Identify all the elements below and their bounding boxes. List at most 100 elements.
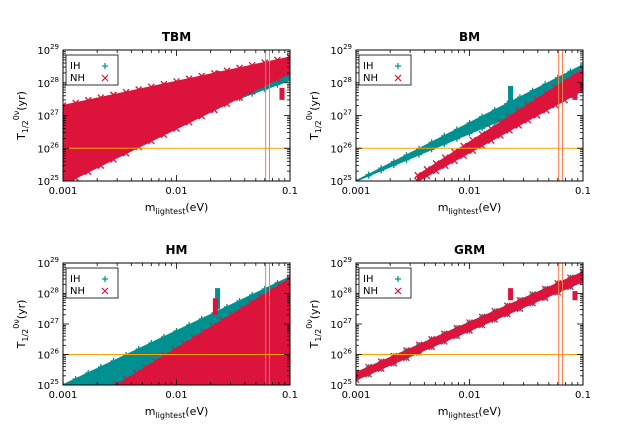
data-point bbox=[580, 61, 583, 68]
data-point bbox=[152, 357, 160, 365]
data-point bbox=[529, 291, 537, 299]
data-point bbox=[63, 102, 67, 110]
data-point bbox=[267, 287, 275, 295]
data-point bbox=[180, 381, 188, 385]
data-point bbox=[491, 107, 498, 114]
data-point bbox=[403, 152, 410, 159]
data-point bbox=[542, 81, 549, 88]
data-point bbox=[356, 376, 360, 384]
data-point bbox=[579, 268, 583, 276]
data-point bbox=[414, 171, 422, 179]
data-point bbox=[460, 152, 468, 160]
data-point bbox=[84, 168, 92, 176]
data-point bbox=[142, 381, 150, 385]
data-point bbox=[441, 141, 448, 148]
data-point bbox=[516, 94, 523, 101]
data-point bbox=[110, 357, 117, 364]
x-axis: 0.001 0.01 0.1 bbox=[342, 50, 591, 197]
data-point bbox=[516, 305, 524, 313]
legend-label-nh: NH bbox=[363, 286, 378, 297]
data-point bbox=[533, 95, 541, 103]
legend-marker-nh bbox=[101, 287, 109, 295]
y-axis-label: T1/20ν(yr) bbox=[305, 91, 323, 141]
legend-label-ih: IH bbox=[70, 274, 80, 285]
data-point bbox=[173, 77, 180, 85]
data-point bbox=[466, 327, 473, 334]
data-point bbox=[491, 119, 498, 126]
data-point bbox=[152, 381, 160, 385]
series-spike bbox=[572, 85, 578, 100]
series-nh bbox=[356, 268, 583, 384]
data-point bbox=[209, 322, 217, 330]
data-point bbox=[551, 83, 559, 91]
data-point bbox=[377, 365, 385, 373]
chart-title: BM bbox=[459, 30, 480, 44]
data-point bbox=[123, 381, 131, 385]
y-tick-label: 1025 bbox=[37, 378, 59, 392]
data-point bbox=[274, 279, 281, 286]
data-point bbox=[402, 354, 410, 362]
y-tick-label: 1026 bbox=[37, 348, 59, 362]
data-point bbox=[200, 381, 208, 385]
y-tick-label: 1028 bbox=[330, 287, 352, 301]
y-axis: 1025 1026 1027 1028 1029 bbox=[37, 256, 290, 392]
data-point bbox=[487, 124, 495, 132]
data-point bbox=[236, 64, 244, 72]
data-point bbox=[491, 307, 499, 315]
data-point bbox=[567, 68, 574, 75]
legend-box bbox=[358, 54, 412, 86]
data-point bbox=[238, 381, 246, 385]
series-nh bbox=[414, 66, 583, 181]
data-point bbox=[160, 333, 167, 340]
data-point bbox=[160, 80, 168, 88]
data-point bbox=[97, 382, 104, 385]
data-point bbox=[515, 121, 523, 129]
data-point bbox=[453, 135, 460, 142]
series-spike bbox=[508, 288, 514, 301]
data-point bbox=[142, 363, 150, 371]
data-point bbox=[466, 319, 473, 326]
data-point bbox=[209, 381, 217, 385]
x-axis: 0.001 0.01 0.1 bbox=[49, 50, 298, 197]
x-tick-label: 0.1 bbox=[282, 186, 298, 197]
data-point bbox=[223, 100, 231, 108]
data-point bbox=[210, 106, 218, 114]
x-tick-label: 0.01 bbox=[458, 390, 480, 401]
chart-title: GRM bbox=[454, 243, 485, 257]
y-axis: 1025 1026 1027 1028 1029 bbox=[37, 43, 290, 188]
data-point bbox=[491, 316, 499, 324]
data-point bbox=[506, 126, 514, 134]
legend-box bbox=[358, 267, 412, 299]
legend-marker-ih bbox=[395, 63, 401, 69]
data-point bbox=[451, 148, 458, 156]
chart-panel-tbm: 0.001 0.01 0.1 1025 1026 1027 1028 1029 TBM mligh… bbox=[12, 30, 298, 216]
data-point bbox=[478, 321, 486, 329]
data-point bbox=[441, 154, 449, 162]
y-axis: 1025 1026 1027 1028 1029 bbox=[330, 256, 583, 392]
data-point bbox=[85, 382, 92, 385]
x-tick-label: 0.01 bbox=[165, 186, 187, 197]
data-point bbox=[97, 363, 104, 370]
data-point bbox=[84, 96, 92, 104]
y-tick-label: 1027 bbox=[330, 109, 352, 123]
data-point bbox=[579, 277, 583, 285]
x-axis-label: mlightest(eV) bbox=[145, 201, 209, 216]
chart-panel-grm: 0.001 0.01 0.1 1025 1026 1027 1028 1029 GRM mligh… bbox=[305, 243, 591, 420]
data-point bbox=[478, 313, 486, 321]
data-point bbox=[428, 343, 436, 351]
data-point bbox=[161, 352, 169, 360]
data-point bbox=[554, 74, 561, 81]
data-point bbox=[390, 359, 398, 367]
data-point bbox=[198, 315, 205, 322]
data-point bbox=[469, 136, 477, 144]
data-point bbox=[496, 132, 504, 139]
data-point bbox=[487, 137, 495, 145]
data-point bbox=[479, 113, 486, 120]
x-tick-label: 0.1 bbox=[575, 390, 591, 401]
y-tick-label: 1029 bbox=[37, 43, 59, 57]
data-point bbox=[479, 125, 486, 132]
data-point bbox=[147, 137, 155, 145]
